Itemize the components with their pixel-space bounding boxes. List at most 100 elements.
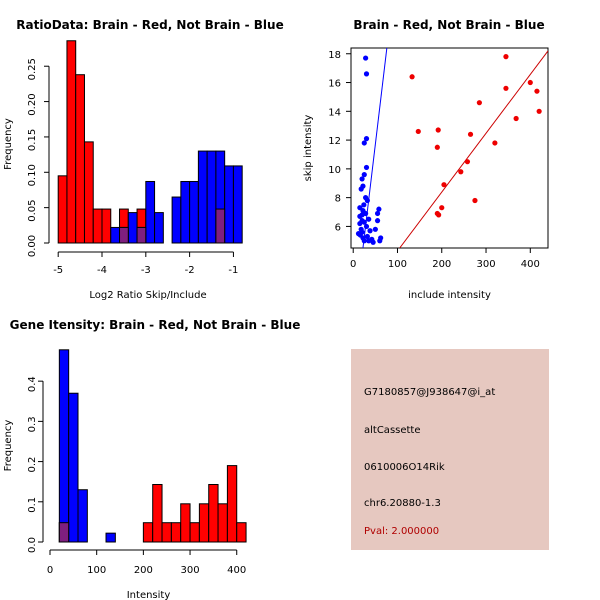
- gene-hist-bar-brain: [208, 484, 219, 543]
- intensity-scatter-point-not-brain: [377, 238, 383, 244]
- gene-hist-bar-not-brain: [58, 349, 70, 543]
- gene-hist-bar-brain: [161, 522, 172, 543]
- scatter-title: Brain - Red, Not Brain - Blue: [353, 18, 544, 32]
- intensity-scatter-point-brain: [434, 144, 440, 150]
- intensity-scatter-point-brain: [435, 127, 441, 133]
- ratio-hist-bar-brain: [66, 40, 77, 244]
- ratio-hist-title: RatioData: Brain - Red, Not Brain - Blue: [16, 18, 283, 32]
- ratio-hist-y-tick-label: 0.15: [27, 129, 38, 151]
- intensity-scatter-point-brain: [439, 205, 445, 211]
- intensity-scatter-x-tick-label: 400: [521, 259, 540, 270]
- ratio-hist-bar-brain: [75, 74, 85, 244]
- intensity-scatter-y-tick-label: 18: [328, 50, 341, 61]
- gene-hist-bar-brain: [198, 503, 210, 543]
- gene-hist-bar-brain: [152, 484, 163, 543]
- gene-hist-x-axis-label: Intensity: [127, 590, 171, 600]
- intensity-scatter-point-not-brain: [361, 238, 367, 244]
- gene-hist-y-tick-label: 0.2: [27, 457, 38, 473]
- intensity-scatter-point-not-brain: [363, 55, 369, 61]
- intensity-scatter-point-brain: [415, 128, 421, 135]
- event-type-text: altCassette: [364, 425, 421, 436]
- intensity-scatter-point-not-brain: [374, 218, 381, 224]
- ratio-hist-bar-overlap: [136, 226, 147, 244]
- intensity-scatter-point-brain: [464, 159, 471, 165]
- intensity-scatter-y-tick-label: 6: [335, 222, 341, 233]
- gene-hist-y-tick-label: 0.0: [27, 537, 38, 553]
- intensity-scatter-y-tick-label: 14: [328, 107, 341, 118]
- gene-hist-bar-not-brain: [105, 532, 116, 543]
- gene-hist-x-tick-label: 400: [227, 565, 246, 576]
- intensity-scatter-point-brain: [458, 169, 464, 175]
- intensity-scatter-point-not-brain: [357, 220, 363, 227]
- ratio-hist-bar-not-brain: [232, 165, 243, 244]
- ratio-hist-bar-not-brain: [206, 150, 217, 244]
- intensity-scatter-point-brain: [492, 140, 498, 146]
- intensity-scatter-plot-frame: [350, 47, 549, 249]
- gene-hist-y-axis-label: Frequency: [3, 420, 14, 472]
- intensity-scatter-y-tick-label: 16: [328, 79, 341, 90]
- intensity-scatter-point-not-brain: [361, 219, 367, 225]
- intensity-scatter-x-axis-label: include intensity: [408, 290, 491, 301]
- pval-text: Pval: 2.000000: [364, 526, 440, 537]
- ratio-hist-bar-overlap: [119, 226, 129, 244]
- gene-hist-title: Gene Itensity: Brain - Red, Not Brain - …: [10, 318, 301, 332]
- ratio-hist-x-tick-label: -3: [141, 265, 151, 276]
- probe-id-text: G7180857@J938647@i_at: [364, 387, 496, 398]
- intensity-scatter-y-tick-label: 10: [328, 165, 341, 176]
- gene-hist-bar-not-brain: [77, 489, 88, 543]
- gene-hist-bar-brain: [142, 522, 154, 543]
- gene-hist-y-tick-label: 0.1: [27, 497, 38, 513]
- intensity-scatter-point-brain: [534, 88, 540, 94]
- gene-hist-bar-brain: [189, 522, 200, 543]
- intensity-scatter-x-tick-label: 300: [476, 259, 495, 270]
- ratio-hist-bar-not-brain: [171, 196, 182, 244]
- intensity-scatter-point-not-brain: [358, 186, 364, 192]
- intensity-scatter-point-brain: [503, 85, 509, 91]
- ratio-hist-y-tick-label: 0.25: [27, 58, 38, 80]
- intensity-scatter-y-tick-label: 8: [335, 194, 341, 205]
- gene-name-text: 0610006O14Rik: [364, 462, 445, 473]
- ratio-hist-bar-not-brain: [127, 212, 138, 244]
- gene-hist-bar-brain: [236, 522, 247, 543]
- gene-hist-bar-not-brain: [68, 392, 79, 543]
- ratio-hist-bar-brain: [57, 175, 68, 244]
- ratio-hist-x-axis-label: Log2 Ratio Skip/Include: [89, 290, 206, 301]
- intensity-scatter-point-not-brain: [370, 239, 376, 245]
- intensity-scatter-point-brain: [503, 54, 509, 60]
- intensity-scatter-point-not-brain: [366, 216, 372, 222]
- intensity-scatter-point-not-brain: [367, 228, 373, 234]
- intensity-scatter-point-not-brain: [364, 233, 370, 240]
- ratio-hist-y-tick-label: 0.20: [27, 93, 38, 115]
- ratio-hist-bar-overlap: [215, 208, 226, 244]
- ratio-hist-bar-not-brain: [197, 150, 208, 244]
- gene-hist-x-tick-label: 200: [134, 565, 153, 576]
- intensity-scatter-point-not-brain: [357, 213, 363, 219]
- gene-hist-x-tick-label: 0: [47, 565, 53, 576]
- ratio-hist-bar-not-brain: [189, 180, 199, 244]
- ratio-hist-y-tick-label: 0.00: [27, 235, 38, 257]
- ratio-hist-bar-brain: [101, 208, 112, 244]
- gene-hist-bar-brain: [217, 503, 228, 543]
- ratio-hist-y-tick-label: 0.05: [27, 200, 38, 222]
- ratio-hist-bar-not-brain: [224, 165, 234, 244]
- ratio-hist-x-tick-label: -2: [185, 265, 195, 276]
- intensity-scatter-point-brain: [513, 115, 519, 122]
- ratio-hist-x-tick-label: -1: [228, 265, 238, 276]
- gene-hist-x-tick-label: 300: [181, 565, 200, 576]
- intensity-scatter-point-not-brain: [363, 136, 370, 142]
- intensity-scatter-point-not-brain: [366, 238, 372, 244]
- ratio-hist-bar-brain: [92, 208, 103, 244]
- intensity-scatter-point-brain: [527, 79, 533, 86]
- intensity-scatter-point-brain: [441, 182, 447, 188]
- intensity-scatter-point-not-brain: [361, 140, 367, 146]
- ratio-hist-bar-not-brain: [145, 180, 156, 244]
- intensity-scatter-point-brain: [409, 74, 415, 80]
- ratio-hist-x-tick-label: -5: [53, 265, 63, 276]
- intensity-scatter-point-not-brain: [361, 202, 367, 208]
- intensity-scatter-y-axis-label: skip intensity: [303, 115, 314, 182]
- location-text: chr6.20880-1.3: [364, 498, 441, 509]
- intensity-scatter-point-not-brain: [361, 172, 367, 178]
- intensity-scatter-point-not-brain: [376, 206, 382, 212]
- ratio-hist-x-tick-label: -4: [97, 265, 107, 276]
- gene-hist-x-tick-label: 100: [87, 565, 106, 576]
